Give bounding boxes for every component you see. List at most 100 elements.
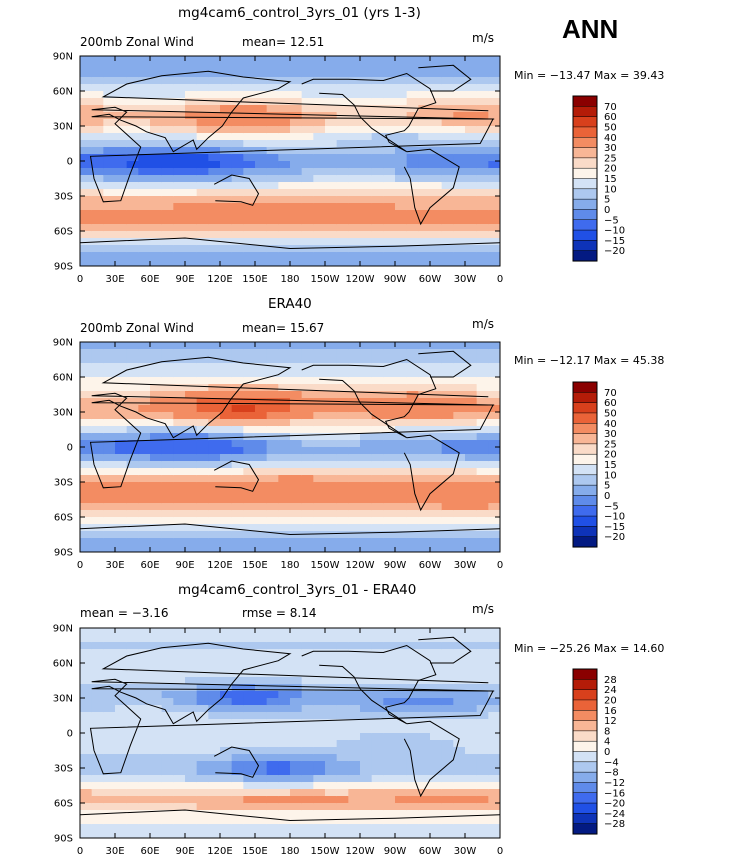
- map-cell: [301, 803, 314, 811]
- map-cell: [430, 70, 443, 78]
- map-cell: [173, 698, 186, 706]
- map-cell: [348, 70, 361, 78]
- map-cell: [103, 684, 116, 692]
- map-cell: [406, 726, 419, 734]
- map-cell: [418, 656, 431, 664]
- map-cell: [231, 91, 244, 99]
- map-cell: [441, 635, 454, 643]
- map-cell: [255, 203, 268, 211]
- map-cell: [278, 656, 291, 664]
- map-cell: [290, 503, 303, 511]
- map-cell: [266, 677, 279, 685]
- map-cell: [371, 628, 384, 636]
- map-cell: [231, 447, 244, 455]
- map-cell: [80, 384, 93, 392]
- map-cell: [138, 824, 151, 832]
- map-cell: [406, 133, 419, 141]
- map-cell: [150, 168, 163, 176]
- map-cell: [453, 754, 466, 762]
- map-cell: [301, 635, 314, 643]
- map-cell: [418, 649, 431, 657]
- map-cell: [348, 803, 361, 811]
- map-cell: [173, 433, 186, 441]
- map-cell: [313, 224, 326, 232]
- y-tick-label: 30S: [54, 192, 73, 203]
- map-cell: [91, 203, 104, 211]
- map-cell: [126, 719, 139, 727]
- map-cell: [173, 796, 186, 804]
- map-cell: [161, 63, 174, 71]
- map-cell: [453, 56, 466, 64]
- map-cell: [418, 768, 431, 776]
- map-cell: [278, 440, 291, 448]
- map-cell: [115, 259, 128, 266]
- map-cell: [371, 140, 384, 148]
- map-cell: [465, 461, 478, 469]
- map-cell: [126, 754, 139, 762]
- map-cell: [126, 733, 139, 741]
- map-cell: [150, 133, 163, 141]
- map-cell: [150, 635, 163, 643]
- map-cell: [266, 789, 279, 797]
- map-cell: [325, 447, 338, 455]
- map-cell: [161, 489, 174, 497]
- map-cell: [255, 77, 268, 85]
- map-cell: [325, 733, 338, 741]
- map-cell: [325, 126, 338, 134]
- map-cell: [185, 426, 198, 434]
- colorbar-label: 20: [604, 695, 617, 706]
- map-cell: [231, 412, 244, 420]
- map-cell: [301, 342, 314, 350]
- map-cell: [255, 475, 268, 483]
- map-cell: [371, 63, 384, 71]
- map-cell: [301, 538, 314, 546]
- map-cell: [453, 461, 466, 469]
- map-cell: [395, 231, 408, 239]
- map-cell: [115, 231, 128, 239]
- map-cell: [406, 789, 419, 797]
- map-cell: [150, 161, 163, 169]
- map-cell: [278, 70, 291, 78]
- map-cell: [348, 705, 361, 713]
- map-cell: [348, 691, 361, 699]
- map-cell: [418, 384, 431, 392]
- map-cell: [150, 782, 163, 790]
- map-cell: [103, 126, 116, 134]
- map-cell: [430, 712, 443, 720]
- map-cell: [266, 740, 279, 748]
- map-cell: [255, 426, 268, 434]
- map-cell: [360, 419, 373, 427]
- map-cell: [348, 824, 361, 832]
- map-cell: [325, 433, 338, 441]
- colorbar-label: 12: [604, 716, 617, 727]
- map-cell: [325, 405, 338, 413]
- map-cell: [196, 733, 209, 741]
- map-cell: [208, 63, 221, 71]
- map-cell: [196, 635, 209, 643]
- map-cell: [325, 796, 338, 804]
- map-cell: [441, 356, 454, 364]
- map-cell: [395, 203, 408, 211]
- x-tick-label: 30E: [105, 846, 124, 857]
- map-cell: [301, 684, 314, 692]
- map-cell: [185, 740, 198, 748]
- map-cell: [185, 782, 198, 790]
- colorbar-swatch: [572, 823, 598, 835]
- map-cell: [115, 91, 128, 99]
- map-cell: [313, 433, 326, 441]
- map-cell: [161, 433, 174, 441]
- map-cell: [290, 517, 303, 525]
- map-cell: [441, 531, 454, 539]
- map-cell: [290, 789, 303, 797]
- map-cell: [441, 84, 454, 92]
- map-cell: [220, 698, 233, 706]
- map-cell: [80, 182, 93, 190]
- map-cell: [395, 363, 408, 371]
- map-cell: [91, 412, 104, 420]
- map-cell: [383, 817, 396, 825]
- coastline: [89, 392, 494, 489]
- map-cell: [185, 210, 198, 218]
- map-cell: [173, 656, 186, 664]
- map-cell: [441, 133, 454, 141]
- map-cell: [196, 726, 209, 734]
